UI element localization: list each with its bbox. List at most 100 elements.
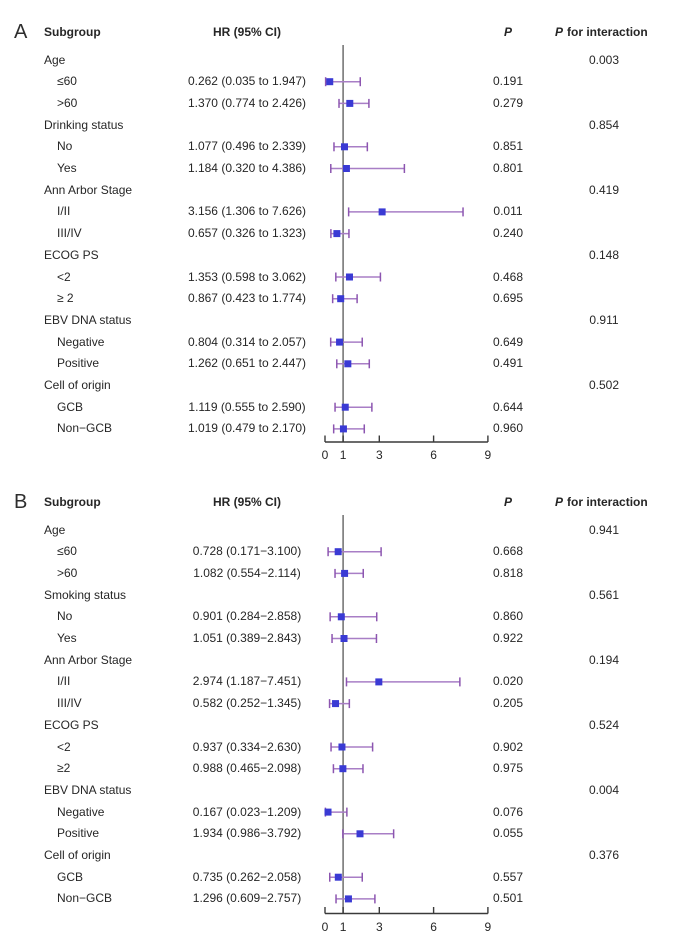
p-value: 0.851 [492,139,524,154]
p-value: 0.649 [492,334,524,349]
column-header-subgroup: Subgroup [44,495,101,509]
p-interaction-value: 0.003 [588,52,620,67]
p-value: 0.922 [492,631,524,645]
hr-ci-text: 0.262 (0.035 to 1.947) [187,74,307,89]
p-interaction-value: 0.854 [588,117,620,132]
group-label: ECOG PS [44,717,99,732]
p-value: 0.501 [492,891,524,906]
hr-ci-text: 0.582 (0.252−1.345) [192,696,302,711]
p-interaction-value: 0.502 [588,378,620,392]
subgroup-label: Non−GCB [57,421,113,436]
subgroup-label: III/IV [57,696,82,711]
hr-marker [334,873,342,881]
p-interaction-value: 0.524 [588,717,620,732]
hr-marker [339,765,347,773]
x-axis-tick-label: 0 [321,447,329,462]
group-label: Drinking status [44,117,124,132]
hr-ci-text: 0.728 (0.171−3.100) [192,544,302,559]
p-value: 0.205 [492,696,524,711]
x-axis-tick-label: 1 [339,447,347,462]
hr-marker [346,99,354,107]
p-value: 0.960 [492,421,524,436]
group-label: ECOG PS [44,247,99,262]
subgroup-label: GCB [57,869,84,884]
p-value: 0.020 [492,674,524,689]
p-interaction-value: 0.148 [588,247,620,262]
hr-marker [340,635,348,642]
p-interaction-value: 0.911 [589,312,619,327]
subgroup-label: No [57,139,73,154]
p-value: 0.818 [492,565,524,580]
p-interaction-value: 0.004 [588,782,620,797]
hr-ci-text: 3.156 (1.306 to 7.626) [187,204,307,219]
hr-marker [340,143,348,151]
column-header-p: P [503,25,512,39]
column-header-hr-ci: HR (95% CI) [212,25,281,39]
x-axis-tick-label: 6 [430,447,437,462]
p-interaction-value: 0.194 [588,652,620,667]
hr-marker [333,230,341,238]
hr-marker [341,403,349,411]
p-value: 0.557 [492,869,524,884]
p-value: 0.801 [492,161,524,175]
hr-ci-text: 0.901 (0.284−2.858) [192,609,302,624]
hr-ci-text: 1.353 (0.598 to 3.062) [187,269,307,284]
hr-ci-text: 1.262 (0.651 to 2.447) [187,356,307,371]
hr-ci-text: 1.296 (0.609−2.757) [192,891,302,906]
p-value: 0.468 [492,269,524,284]
x-axis-tick-label: 3 [375,919,383,934]
p-value: 0.055 [492,826,524,841]
p-value: 0.975 [492,761,524,776]
p-value: 0.695 [492,291,524,306]
hr-marker [332,700,340,708]
x-axis-tick-label: 6 [430,919,437,934]
column-header-hr-ci: HR (95% CI) [212,495,281,509]
hr-ci-text: 1.184 (0.320 to 4.386) [187,161,307,175]
p-value: 0.860 [492,609,524,624]
p-value: 0.011 [493,204,523,219]
p-value: 0.191 [492,74,524,89]
group-label: Cell of origin [44,848,111,862]
hr-ci-text: 0.867 (0.423 to 1.774) [187,291,307,306]
hr-ci-text: 0.988 (0.465−2.098) [192,761,302,776]
hr-ci-text: 1.370 (0.774 to 2.426) [187,95,307,110]
p-value: 0.902 [492,739,524,754]
hr-marker [356,830,364,838]
x-axis-tick-label: 9 [484,919,492,934]
subgroup-label: Yes [57,161,77,175]
group-label: Cell of origin [44,378,111,392]
group-label: Age [44,522,66,537]
hr-ci-text: 1.051 (0.389−2.843) [192,631,302,645]
hr-marker [339,425,347,433]
subgroup-label: ≤60 [57,544,77,559]
p-italic-glyph: P [555,25,564,39]
subgroup-label: No [57,609,73,624]
x-axis-tick-label: 9 [484,447,492,462]
subgroup-label: Non−GCB [57,891,113,906]
hr-ci-text: 0.937 (0.334−2.630) [192,739,302,754]
hr-ci-text: 1.077 (0.496 to 2.339) [187,139,307,154]
p-value: 0.076 [492,804,524,819]
hr-ci-text: 0.657 (0.326 to 1.323) [187,226,307,241]
subgroup-label: GCB [57,399,84,414]
p-value: 0.644 [492,399,524,414]
subgroup-label: I/II [57,204,71,219]
subgroup-label: Negative [57,334,105,349]
subgroup-label: ≥ 2 [57,291,74,306]
hr-ci-text: 1.119 (0.555 to 2.590) [188,399,306,414]
hr-marker [337,613,345,621]
column-header-subgroup: Subgroup [44,25,101,39]
hr-marker [326,78,334,86]
hr-marker [338,743,346,751]
p-interaction-value: 0.561 [588,587,620,602]
p-interaction-value: 0.941 [588,522,620,537]
p-value: 0.279 [492,95,524,110]
hr-ci-text: 0.804 (0.314 to 2.057) [187,334,307,349]
hr-ci-text: 1.934 (0.986−3.792) [192,826,302,841]
subgroup-label: >60 [57,565,78,580]
hr-marker [334,548,342,556]
group-label: Age [44,52,66,67]
p-value: 0.491 [492,356,524,371]
p-interaction-value: 0.419 [588,182,620,197]
